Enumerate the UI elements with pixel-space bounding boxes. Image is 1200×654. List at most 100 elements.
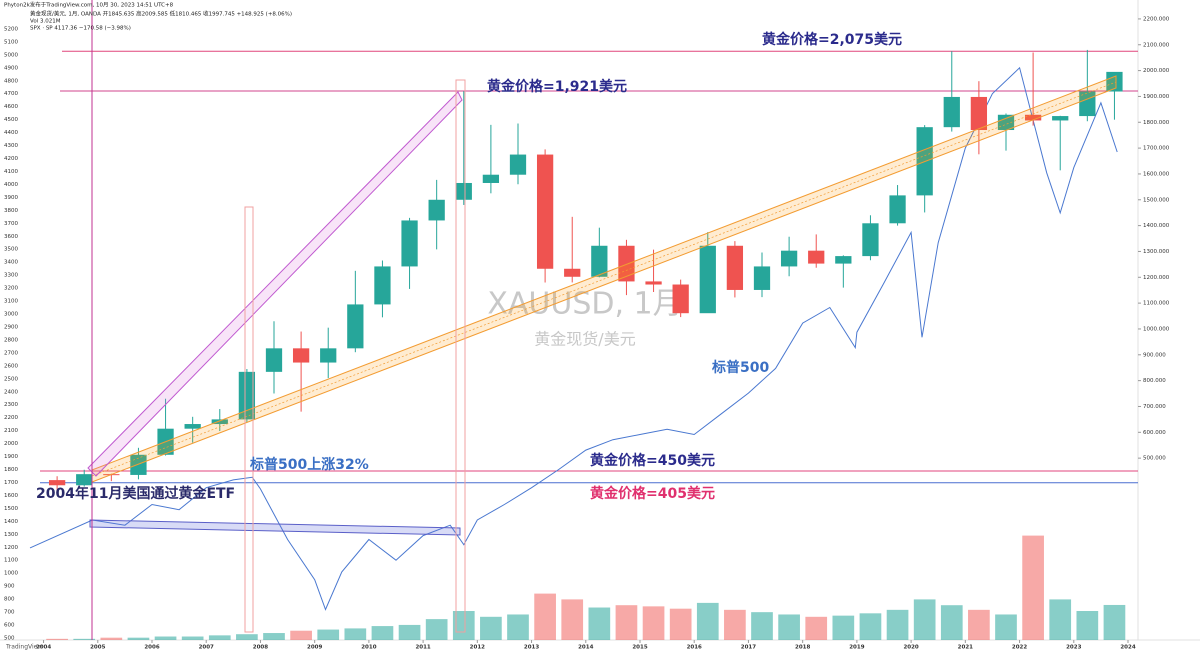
volume-bar xyxy=(507,614,529,640)
footer-brand: TradingView xyxy=(5,644,42,651)
volume-bar xyxy=(290,630,312,640)
right-tick-label: 2200.000 xyxy=(1143,16,1170,22)
left-tick-label: 4000 xyxy=(4,182,18,188)
volume-bar xyxy=(1049,599,1072,640)
candle-body xyxy=(889,195,906,224)
left-tick-label: 2600 xyxy=(4,363,18,369)
left-tick-label: 3200 xyxy=(4,286,18,292)
volume-bar xyxy=(832,615,855,640)
x-tick-label: 2005 xyxy=(90,645,105,651)
candle-body xyxy=(943,96,960,128)
candle-body xyxy=(564,268,581,277)
left-tick-label: 4600 xyxy=(4,104,18,110)
legend-spx: SPX · SP 4117.36 −170.58 (−3.98%) xyxy=(30,26,131,32)
volume-bar xyxy=(642,606,665,640)
candle-body xyxy=(699,245,716,314)
candle-body xyxy=(509,154,527,175)
volume-bar xyxy=(1022,535,1044,640)
volume-bar xyxy=(398,624,421,640)
volume-bar xyxy=(561,599,584,640)
candle-body xyxy=(645,281,662,285)
right-tick-label: 900.000 xyxy=(1143,352,1166,358)
legend-gold: 黄金现货/美元, 1月, OANDA 开1845.635 高2009.585 低… xyxy=(30,10,292,18)
left-tick-label: 3000 xyxy=(4,312,18,318)
right-tick-label: 1000.000 xyxy=(1143,326,1170,332)
x-tick-label: 2023 xyxy=(1066,645,1081,651)
rise-channel xyxy=(87,91,463,477)
plot: 2004 2005 2006 2007 2008 2009 2010 2011 2012 2013… xyxy=(4,16,1170,650)
right-tick-label: 500.000 xyxy=(1143,456,1166,462)
left-tick-label: 1600 xyxy=(4,493,18,499)
right-tick-label: 1800.000 xyxy=(1143,120,1170,126)
volume-bar xyxy=(452,611,475,640)
x-tick-label: 2011 xyxy=(415,645,430,651)
legend-volume: Vol 3.021M xyxy=(30,19,61,25)
watermark-name: 黄金现货/美元 xyxy=(534,330,635,349)
volume-bar xyxy=(480,616,502,640)
volume-bar xyxy=(886,609,909,640)
right-tick-label: 1200.000 xyxy=(1143,275,1170,281)
candle-body xyxy=(780,250,798,267)
candle-body xyxy=(997,114,1015,131)
annotation: 黄金价格=450美元 xyxy=(590,452,715,469)
left-tick-label: 2000 xyxy=(4,441,18,447)
candle-body xyxy=(1106,71,1123,92)
volume-bar xyxy=(805,616,828,640)
sp500-line xyxy=(29,66,1118,611)
right-tick-label: 1500.000 xyxy=(1143,197,1170,203)
left-tick-label: 2200 xyxy=(4,415,18,421)
left-tick-label: 4200 xyxy=(4,156,18,162)
left-tick-label: 2100 xyxy=(4,428,18,434)
left-tick-label: 2300 xyxy=(4,402,18,408)
x-tick-label: 2007 xyxy=(199,645,214,651)
x-tick-label: 2021 xyxy=(958,645,973,651)
candle-body xyxy=(808,250,825,264)
left-tick-label: 4700 xyxy=(4,91,18,97)
candle-body xyxy=(238,371,256,420)
candle-body xyxy=(184,424,201,429)
left-tick-label: 500 xyxy=(4,635,15,641)
right-tick-label: 1700.000 xyxy=(1143,146,1170,152)
candle-body xyxy=(672,284,689,314)
left-tick-label: 2500 xyxy=(4,376,18,382)
trend-midline xyxy=(91,81,1117,477)
left-tick-label: 3300 xyxy=(4,273,18,279)
volume-bar xyxy=(913,599,936,640)
candle-body xyxy=(1024,114,1042,121)
candle-body xyxy=(536,154,554,269)
left-tick-label: 1000 xyxy=(4,571,18,577)
x-tick-label: 2008 xyxy=(253,645,268,651)
right-tick-label: 600.000 xyxy=(1143,430,1166,436)
left-tick-label: 2700 xyxy=(4,350,18,356)
x-tick-label: 2010 xyxy=(361,645,376,651)
volume-bar xyxy=(46,638,68,640)
candle-body xyxy=(970,96,988,131)
left-tick-label: 1100 xyxy=(4,558,18,564)
left-tick-label: 4500 xyxy=(4,117,18,123)
candle-body xyxy=(374,266,391,305)
right-tick-label: 1400.000 xyxy=(1143,223,1170,229)
candle-body xyxy=(401,220,418,267)
x-tick-label: 2024 xyxy=(1120,645,1135,651)
left-tick-label: 4900 xyxy=(4,65,18,71)
x-tick-label: 2018 xyxy=(795,645,810,651)
left-tick-label: 1300 xyxy=(4,532,18,538)
candle-body xyxy=(862,223,879,257)
volume-bar xyxy=(940,605,963,640)
volume-bar xyxy=(1103,604,1126,640)
volume-bar xyxy=(615,605,638,640)
left-tick-label: 2900 xyxy=(4,324,18,330)
volume-bar xyxy=(669,608,692,640)
x-tick-label: 2017 xyxy=(741,645,756,651)
left-tick-label: 3500 xyxy=(4,247,18,253)
candle-body xyxy=(48,480,66,486)
volume-bar xyxy=(751,612,773,640)
x-tick-label: 2015 xyxy=(632,645,647,651)
left-tick-label: 700 xyxy=(4,610,15,616)
left-tick-label: 2800 xyxy=(4,337,18,343)
x-tick-label: 2020 xyxy=(903,645,918,651)
left-tick-label: 5100 xyxy=(4,39,18,45)
left-tick-label: 800 xyxy=(4,597,15,603)
volume-bar xyxy=(588,607,611,640)
right-tick-label: 1100.000 xyxy=(1143,301,1170,307)
